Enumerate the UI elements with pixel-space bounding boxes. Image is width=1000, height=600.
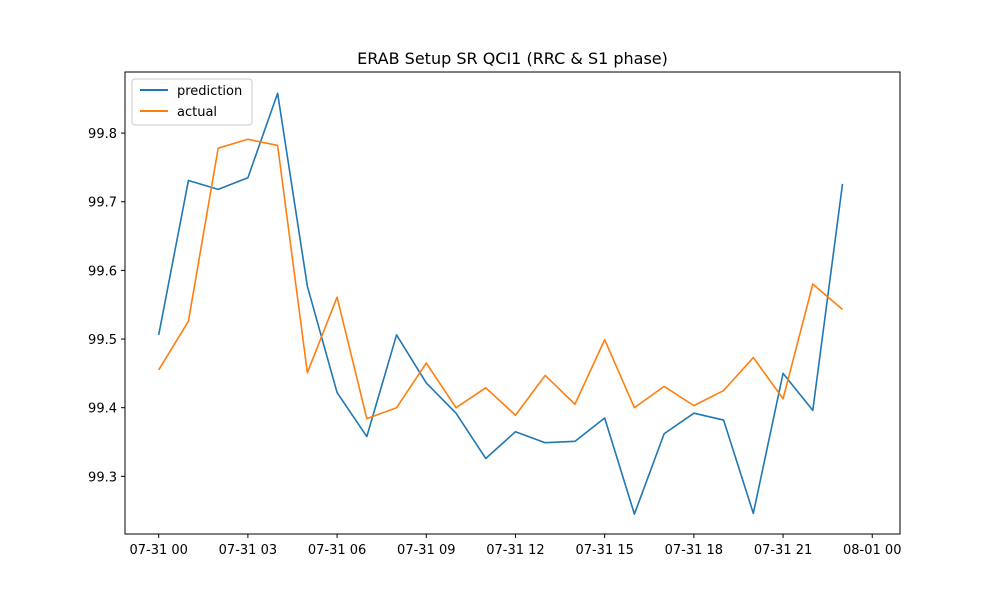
- x-tick-label: 07-31 09: [397, 543, 455, 558]
- x-tick-label: 07-31 15: [575, 543, 633, 558]
- x-tick-label: 07-31 21: [754, 543, 812, 558]
- series-layer: [157, 92, 844, 515]
- x-axis: 07-31 00 07-31 03 07-31 06 07-31 09 07-31 12…: [129, 534, 901, 558]
- y-tick-label: 99.5: [88, 333, 117, 348]
- y-tick-label: 99.8: [88, 127, 117, 142]
- x-tick-label: 07-31 12: [486, 543, 544, 558]
- x-tick-label: 08-01 00: [843, 543, 901, 558]
- x-tick-label: 07-31 00: [129, 543, 187, 558]
- x-tick-label: 07-31 06: [308, 543, 366, 558]
- x-tick-label: 07-31 18: [665, 543, 723, 558]
- y-tick-label: 99.7: [88, 196, 117, 211]
- legend-label-actual: actual: [177, 105, 217, 120]
- x-tick-label: 07-31 03: [219, 543, 277, 558]
- series-line-actual: [158, 138, 844, 420]
- y-tick-label: 99.3: [88, 470, 117, 485]
- legend: prediction actual: [131, 78, 253, 126]
- chart-title: ERAB Setup SR QCI1 (RRC & S1 phase): [357, 49, 668, 68]
- legend-label-prediction: prediction: [177, 84, 242, 99]
- y-tick-label: 99.6: [88, 264, 117, 279]
- y-axis: 99.3 99.4 99.5 99.6 99.7 99.8: [88, 127, 125, 485]
- series-line-prediction: [157, 92, 844, 515]
- plot-frame: [124, 71, 901, 535]
- y-tick-label: 99.4: [88, 402, 117, 417]
